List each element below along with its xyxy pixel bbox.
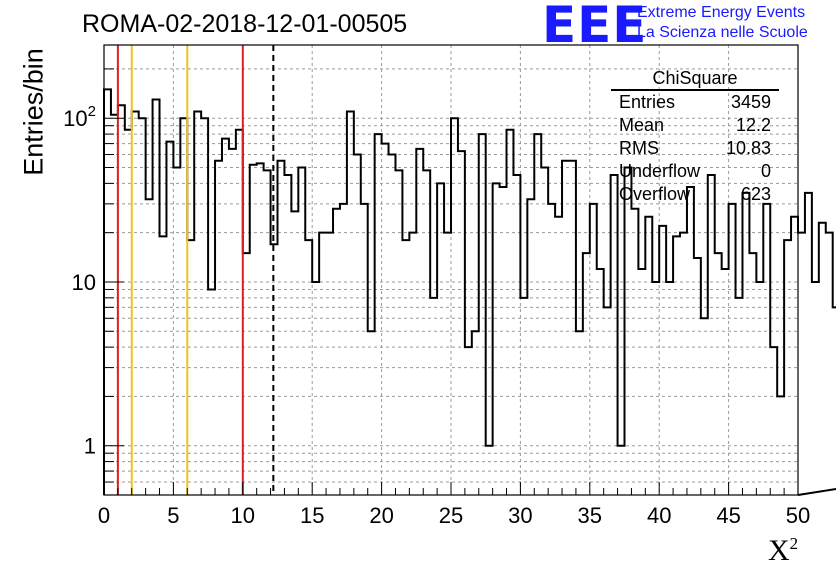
stats-value: 3459 [730,92,771,112]
stats-value: 623 [740,184,771,204]
y-tick-label-base: 10 [63,106,87,131]
stats-label: RMS [619,138,659,158]
x-tick-label: 45 [716,503,740,528]
x-tick-label: 0 [98,503,110,528]
y-tick-label: 1 [84,434,96,459]
logo-line-2: La Scienza nelle Scuole [637,24,808,41]
stats-rows: Entries 3459 Mean 12.2 RMS 10.83 Underflow 0 Ove… [611,91,779,206]
stats-box: ChiSquare Entries 3459 Mean 12.2 RMS 10.83 Und… [611,67,779,206]
y-tick-label: 10 [72,270,96,295]
x-tick-label: 30 [508,503,532,528]
stats-label: Mean [619,115,665,135]
x-tick-label: 40 [647,503,671,528]
x-tick-label: 10 [231,503,255,528]
y-axis-label: Entries/bin [18,48,49,176]
logo-line-1: Extreme Energy Events [637,4,806,21]
y-tick-label-exp: 2 [88,103,96,120]
stats-row-underflow: Underflow 0 [611,160,779,183]
stats-label: Entries [619,92,676,112]
y-tick-label: 102 [63,103,96,131]
eee-logo: EEE [542,0,648,54]
x-axis-label: X2 [768,534,798,568]
stats-label: Underflow [619,161,701,181]
stats-label: Overflow [619,184,691,204]
axis-ticks [103,68,799,496]
stats-value: 10.83 [725,138,771,158]
x-axis-label-base: X [768,534,790,567]
stats-row-mean: Mean 12.2 [611,114,779,137]
stats-row-rms: RMS 10.83 [611,137,779,160]
chart-title: ROMA-02-2018-12-01-00505 [82,10,408,38]
x-tick-label: 50 [786,503,810,528]
x-tick-label: 5 [167,503,179,528]
histogram [103,88,836,496]
y-tick-label-base: 10 [72,270,96,295]
stats-row-entries: Entries 3459 [611,91,779,114]
stats-value: 12.2 [735,115,771,135]
x-tick-label: 35 [578,503,602,528]
x-axis-label-exp: 2 [789,534,799,553]
stats-row-overflow: Overflow 623 [611,183,779,206]
x-tick-label: 20 [369,503,393,528]
x-tick-label: 25 [439,503,463,528]
stats-value: 0 [760,161,771,181]
stats-title: ChiSquare [611,67,779,91]
x-tick-label: 15 [300,503,324,528]
cut-lines [116,45,275,495]
histogram-outline [103,88,836,496]
y-tick-label-base: 1 [84,434,96,459]
